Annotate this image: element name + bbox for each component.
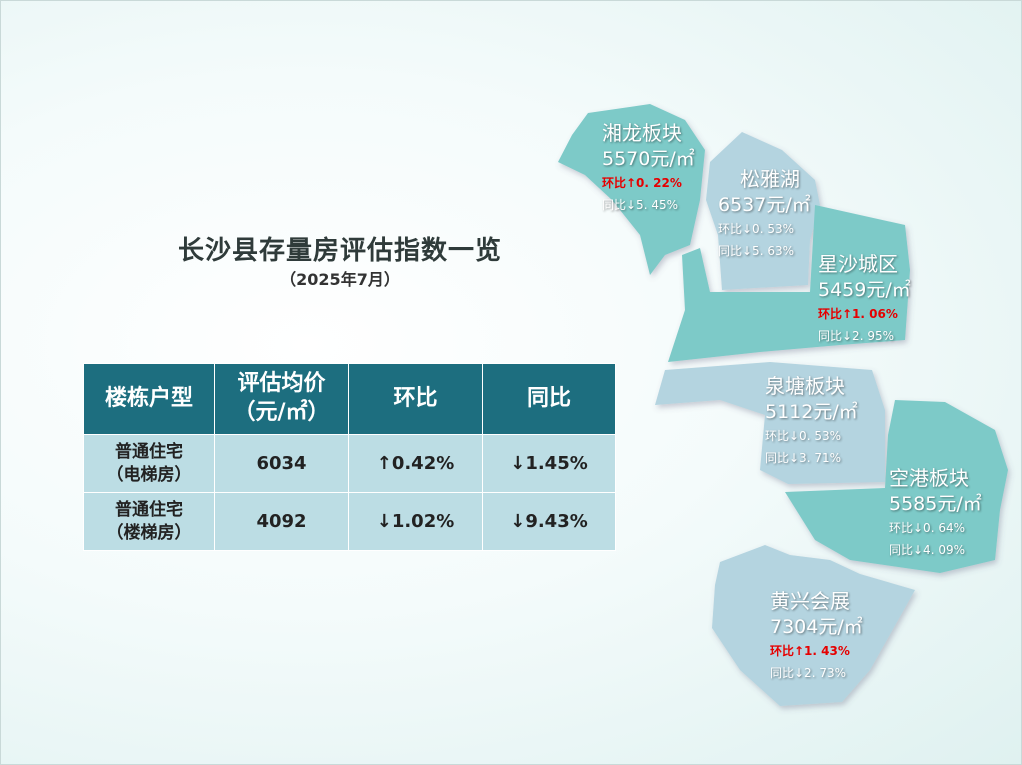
header-yoy: 同比 [482,363,616,435]
region-yoy: 同比↓4. 09% [889,543,965,557]
region-yoy: 同比↓3. 71% [765,451,841,465]
label-xianglong: 湘龙板块 5570元/㎡ 环比↑0. 22% 同比↓5. 45% [602,120,695,216]
region-mom: 环比↓0. 64% [889,521,965,535]
region-yoy: 同比↓2. 95% [818,329,894,343]
region-yoy: 同比↓5. 45% [602,198,678,212]
row-mom: ↑0.42% [348,434,483,493]
row-yoy: ↓1.45% [482,434,616,493]
row-type-line1: 普通住宅 [115,499,183,520]
region-xingsha [668,205,910,362]
header-price-line1: 评估均价 [237,371,326,397]
region-yoy: 同比↓5. 63% [718,244,794,258]
region-name: 松雅湖 [740,167,800,191]
region-price: 6537元/㎡ [718,194,811,216]
header-mom: 环比 [348,363,483,435]
label-songyahu: 松雅湖 6537元/㎡ 环比↓0. 53% 同比↓5. 63% [718,166,811,262]
region-name: 泉塘板块 [765,374,845,398]
row-mom: ↓1.02% [348,492,483,551]
label-quantang: 泉塘板块 5112元/㎡ 环比↓0. 53% 同比↓3. 71% [765,373,858,469]
region-price: 7304元/㎡ [770,616,863,638]
row-type-line1: 普通住宅 [115,441,183,462]
label-huangxing: 黄兴会展 7304元/㎡ 环比↑1. 43% 同比↓2. 73% [770,588,863,684]
region-mom: 环比↑1. 06% [818,307,898,321]
region-huangxing [712,545,915,706]
row-yoy: ↓9.43% [482,492,616,551]
page-subtitle: （2025年7月） [280,270,400,289]
header-price-line2: （元/㎡） [233,400,330,425]
table-row: 普通住宅 （楼梯房） 4092 ↓1.02% ↓9.43% [83,492,616,551]
label-konggang: 空港板块 5585元/㎡ 环比↓0. 64% 同比↓4. 09% [889,465,982,561]
region-mom: 环比↓0. 53% [765,429,841,443]
region-mom: 环比↓0. 53% [718,222,794,236]
table-row: 普通住宅 （电梯房） 6034 ↑0.42% ↓1.45% [83,434,616,493]
row-type: 普通住宅 （电梯房） [83,434,215,493]
header-price: 评估均价 （元/㎡） [214,363,349,435]
row-type-line2: （楼梯房） [106,522,192,543]
region-songyahu [706,132,820,290]
region-quantang [655,362,885,484]
region-name: 空港板块 [889,466,969,490]
region-konggang [785,400,1008,573]
table-header-row: 楼栋户型 评估均价 （元/㎡） 环比 同比 [83,363,616,435]
row-price: 4092 [214,492,349,551]
row-type: 普通住宅 （楼梯房） [83,492,215,551]
label-xingsha: 星沙城区 5459元/㎡ 环比↑1. 06% 同比↓2. 95% [818,251,911,347]
region-mom: 环比↑0. 22% [602,176,682,190]
region-price: 5585元/㎡ [889,493,982,515]
region-price: 5570元/㎡ [602,148,695,170]
region-price: 5459元/㎡ [818,279,911,301]
region-name: 星沙城区 [818,252,898,276]
page-title: 长沙县存量房评估指数一览 [177,236,502,266]
row-price: 6034 [214,434,349,493]
index-table: 楼栋户型 评估均价 （元/㎡） 环比 同比 普通住宅 （电梯房） 6034 ↑0… [83,363,616,551]
region-price: 5112元/㎡ [765,401,858,423]
region-name: 黄兴会展 [770,589,850,613]
row-type-line2: （电梯房） [106,464,192,485]
region-name: 湘龙板块 [602,121,682,145]
region-xianglong [558,104,705,275]
header-type: 楼栋户型 [83,363,215,435]
region-mom: 环比↑1. 43% [770,644,850,658]
region-yoy: 同比↓2. 73% [770,666,846,680]
